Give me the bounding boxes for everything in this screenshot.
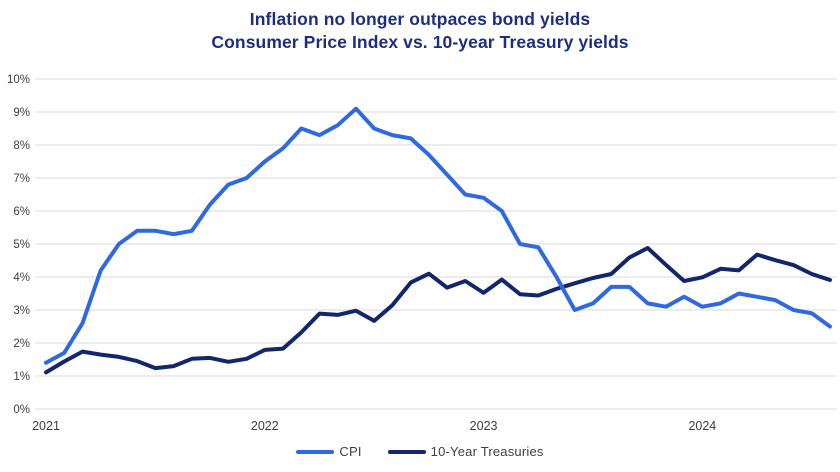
cpi-line bbox=[44, 106, 832, 365]
y-tick-label: 5% bbox=[13, 239, 30, 251]
treasuries-line bbox=[44, 246, 832, 375]
y-tick-label: 3% bbox=[13, 305, 30, 317]
cpi-legend-label: CPI bbox=[339, 444, 362, 459]
chart-subtitle: Consumer Price Index vs. 10-year Treasur… bbox=[211, 32, 629, 52]
cpi-legend-swatch-icon bbox=[296, 449, 335, 454]
chart-title: Inflation no longer outpaces bond yields… bbox=[0, 8, 840, 54]
chart-title-line1: Inflation no longer outpaces bond yields bbox=[249, 9, 591, 29]
legend: CPI 10-Year Treasuries bbox=[0, 444, 840, 459]
y-tick-label: 1% bbox=[13, 371, 30, 383]
x-tick-label: 2022 bbox=[251, 419, 279, 433]
legend-item-treasuries: 10-Year Treasuries bbox=[387, 444, 544, 459]
treasuries-legend-swatch-icon bbox=[387, 449, 426, 454]
treasuries-legend-label: 10-Year Treasuries bbox=[430, 444, 544, 459]
x-tick-label: 2021 bbox=[32, 419, 60, 433]
y-tick-label: 4% bbox=[13, 272, 30, 284]
y-tick-label: 0% bbox=[13, 404, 30, 416]
y-tick-label: 8% bbox=[13, 140, 30, 152]
y-tick-label: 10% bbox=[7, 74, 30, 86]
x-tick-label: 2023 bbox=[470, 419, 498, 433]
legend-item-cpi: CPI bbox=[296, 444, 361, 459]
y-tick-label: 6% bbox=[13, 206, 30, 218]
line-chart: 0% 1% 2% 3% 4% 5% 6% 7% 8% 9% 10% 2021 2022 2023 2024 bbox=[7, 74, 837, 433]
x-tick-label: 2024 bbox=[688, 419, 716, 433]
y-tick-label: 2% bbox=[13, 338, 30, 350]
y-tick-label: 7% bbox=[13, 173, 30, 185]
y-tick-label: 9% bbox=[13, 107, 30, 119]
